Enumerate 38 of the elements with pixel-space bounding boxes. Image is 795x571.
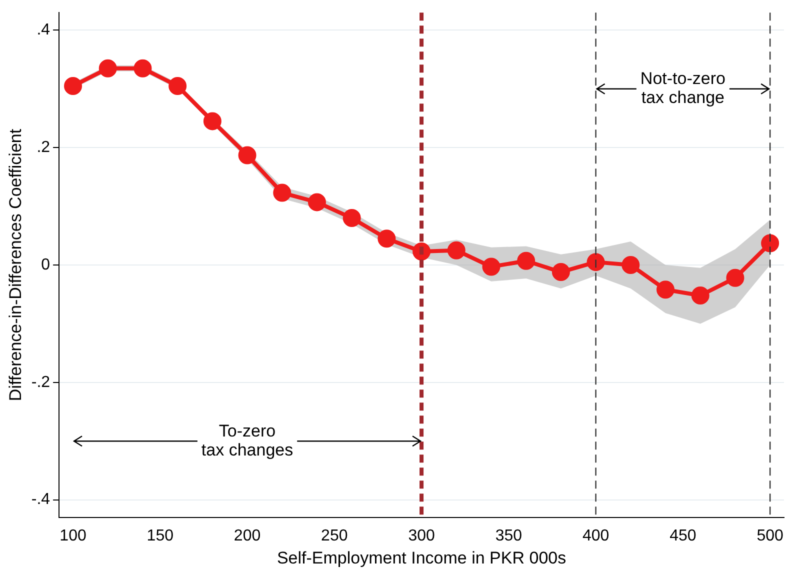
- point: [203, 112, 222, 130]
- point: [691, 286, 710, 305]
- point: [726, 268, 744, 287]
- point: [273, 184, 292, 202]
- x-tick-label: 250: [321, 527, 348, 544]
- point: [552, 263, 570, 282]
- y-axis-title: Difference-in-Differences Coefficient: [6, 128, 25, 402]
- annotation: To-zero tax changes: [201, 421, 294, 460]
- x-tick-label: 450: [670, 527, 696, 544]
- point: [656, 280, 674, 299]
- annotation: Not-to-zero tax change: [640, 69, 726, 108]
- x-tick-label: 100: [60, 527, 86, 544]
- point: [342, 209, 361, 228]
- x-tick-label: 150: [146, 527, 174, 544]
- point: [98, 59, 117, 78]
- point: [482, 258, 500, 276]
- point: [134, 59, 152, 78]
- y-tick-label: .2: [36, 139, 50, 156]
- y-tick-label: -.4: [31, 491, 50, 508]
- point: [761, 234, 780, 252]
- point: [447, 241, 466, 260]
- x-axis-title: Self-Employment Income in PKR 000s: [276, 548, 566, 568]
- point: [238, 146, 256, 164]
- x-tick-label: 500: [756, 527, 784, 544]
- x-tick-label: 350: [495, 527, 522, 544]
- y-tick-label: 0: [41, 256, 50, 274]
- point: [378, 230, 396, 248]
- y-tick-label: .4: [36, 22, 50, 39]
- point: [517, 252, 536, 270]
- point: [586, 253, 605, 272]
- point: [622, 256, 640, 274]
- x-tick-label: 400: [582, 527, 610, 544]
- point: [168, 76, 187, 95]
- point: [64, 76, 82, 95]
- x-tick-label: 200: [234, 527, 261, 544]
- point: [308, 193, 326, 212]
- y-tick-label: -.2: [31, 374, 50, 391]
- x-tick-label: 300: [408, 527, 435, 544]
